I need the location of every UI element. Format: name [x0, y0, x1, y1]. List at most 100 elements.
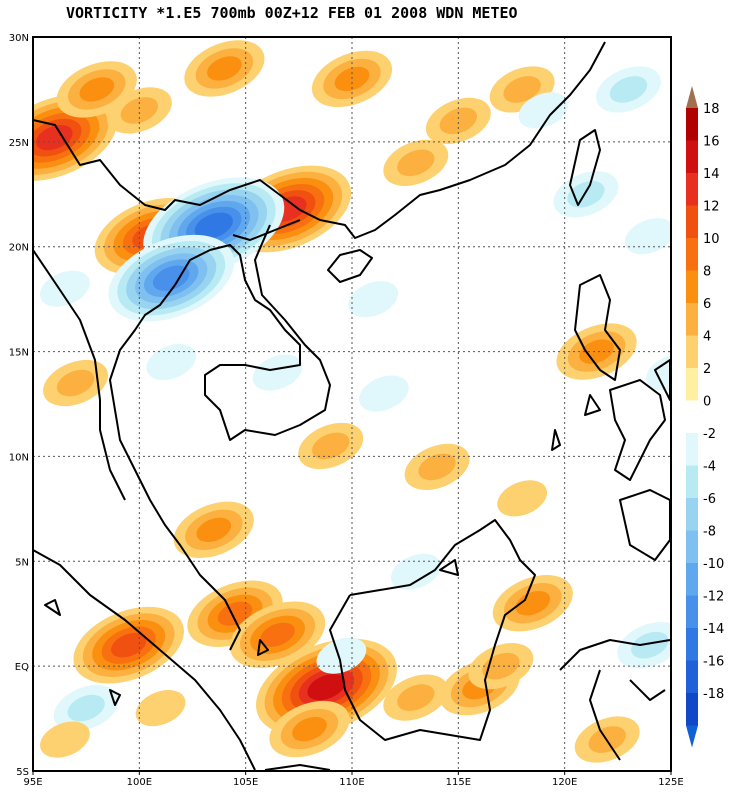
colorbar-label: 6	[703, 297, 711, 312]
lat-tick-label: 10N	[9, 452, 29, 463]
coast-java	[264, 764, 331, 771]
coast-islands	[44, 429, 561, 706]
colorbar-label: 0	[703, 395, 711, 410]
lat-tick-label: 25N	[9, 138, 29, 149]
vorticity-blob	[631, 631, 669, 659]
colorbar-segment	[686, 108, 698, 141]
colorbar-bottom-arrow	[686, 725, 698, 748]
colorbar-segment	[686, 140, 698, 173]
vorticity-blob	[79, 77, 115, 102]
vorticity-blob	[307, 673, 346, 701]
colorbar-segment	[686, 205, 698, 238]
vorticity-blob	[646, 354, 671, 391]
vorticity-blob	[292, 716, 327, 742]
colorbar-label: 18	[703, 102, 720, 117]
colorbar-segment	[686, 368, 698, 401]
coast-taiwan	[569, 129, 601, 206]
vorticity-blob	[418, 453, 456, 481]
lat-tick-label: 15N	[9, 348, 29, 359]
vorticity-blob	[397, 684, 435, 711]
colorbar-segment	[686, 173, 698, 206]
axis-ticks: 95E 100E 105E 110E 115E 120E 125E 30N 25N 20N 15N 1…	[9, 33, 684, 788]
colorbar-label: -6	[703, 492, 716, 507]
colorbar-label: -10	[703, 557, 724, 572]
vorticity-blob	[497, 480, 548, 517]
colorbar-segment	[686, 498, 698, 531]
coast-mindanao	[619, 489, 671, 561]
vorticity-blob	[359, 375, 409, 412]
colorbar-label: -2	[703, 427, 716, 442]
vorticity-blob	[40, 270, 90, 307]
colorbar-segment	[686, 595, 698, 628]
lon-tick-label: 105E	[233, 777, 258, 788]
colorbar-label: -12	[703, 590, 724, 605]
colorbar-segment	[686, 238, 698, 271]
vorticity-blob	[111, 632, 147, 658]
colorbar-segment	[686, 335, 698, 368]
vorticity-blob	[348, 281, 399, 318]
colorbar-label: -18	[703, 687, 724, 702]
vorticity-blob	[515, 591, 551, 616]
colorbar-label: -16	[703, 655, 724, 670]
lon-tick-label: 100E	[127, 777, 152, 788]
lat-tick-label: 5N	[15, 557, 29, 568]
colorbar-label: 8	[703, 265, 711, 280]
lon-tick-label: 125E	[658, 777, 683, 788]
vorticity-blob	[207, 56, 242, 81]
coastlines	[32, 41, 671, 771]
vorticity-blob	[439, 107, 478, 135]
vorticity-blob	[67, 694, 105, 722]
colorbar-label: 16	[703, 135, 720, 150]
lon-tick-label: 95E	[23, 777, 42, 788]
colorbar-label: 2	[703, 362, 711, 377]
colorbar-segment	[686, 693, 698, 726]
colorbar-segment	[686, 270, 698, 303]
colorbar-segment	[686, 433, 698, 466]
lat-tick-label: EQ	[15, 662, 29, 673]
vorticity-blob	[260, 622, 295, 647]
colorbar-label: -8	[703, 525, 716, 540]
lat-tick-label: 30N	[9, 33, 29, 44]
vorticity-blob	[624, 218, 671, 255]
vorticity-blob	[194, 212, 233, 239]
lat-tick-label: 20N	[9, 243, 29, 254]
vorticity-blob	[397, 149, 435, 177]
vorticity-blob	[40, 721, 90, 758]
vorticity-blob	[35, 125, 73, 151]
vorticity-blob	[120, 97, 159, 124]
vorticity-blob	[217, 601, 253, 626]
colorbar-label: 12	[703, 200, 720, 215]
coast-philippines	[574, 274, 671, 481]
vorticity-blob	[135, 690, 186, 727]
vorticity-blob	[609, 76, 648, 103]
lat-tick-label: 5S	[16, 767, 29, 778]
lon-tick-label: 120E	[552, 777, 577, 788]
vorticity-blob	[146, 343, 197, 381]
colorbar-segment	[686, 530, 698, 563]
colorbar-segment	[686, 465, 698, 498]
colorbar-label: 10	[703, 232, 720, 247]
vorticity-blob	[152, 265, 190, 291]
colorbar-segment	[686, 303, 698, 336]
colorbar-label: -14	[703, 622, 724, 637]
vorticity-blob	[316, 637, 367, 674]
vorticity-blob	[56, 369, 95, 397]
vorticity-blob	[390, 553, 441, 590]
vorticity-blob	[518, 92, 569, 129]
colorbar-label: 14	[703, 167, 720, 182]
vorticity-blob	[503, 76, 541, 103]
map-title: VORTICITY *1.E5 700mb 00Z+12 FEB 01 2008…	[66, 4, 518, 22]
coast-sumatra	[32, 549, 256, 771]
coast-borneo	[329, 519, 536, 741]
vorticity-blob	[252, 354, 303, 391]
colorbar-top-arrow	[686, 86, 698, 108]
lon-tick-label: 115E	[446, 777, 471, 788]
colorbar-segment	[686, 563, 698, 596]
gridlines	[33, 37, 671, 771]
vorticity-blob	[579, 339, 614, 364]
vorticity-blob	[196, 517, 232, 543]
lon-tick-label: 110E	[339, 777, 364, 788]
coast-mainland	[32, 41, 606, 651]
colorbar-segment	[686, 628, 698, 661]
vorticity-field	[33, 40, 671, 763]
